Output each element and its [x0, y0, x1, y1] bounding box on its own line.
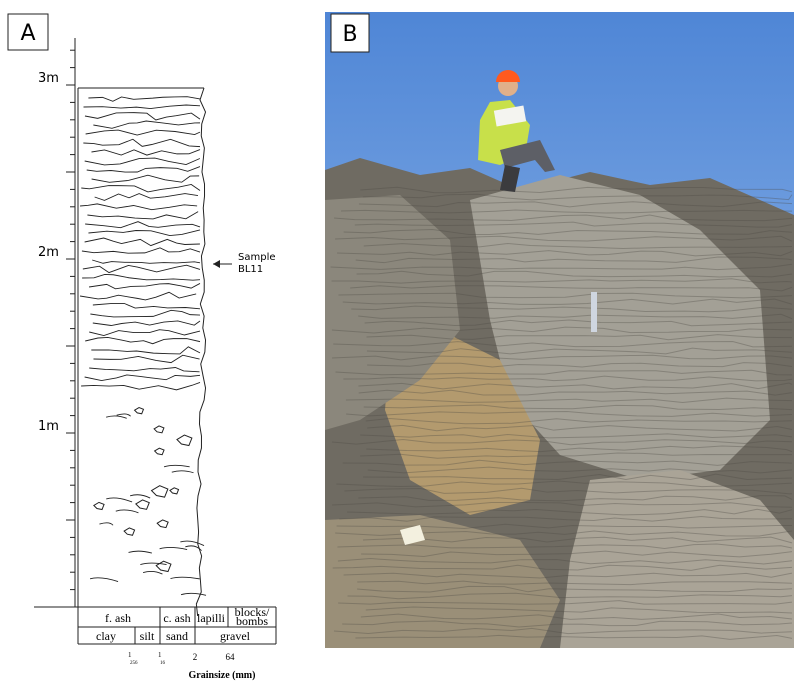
- lamination: [81, 382, 200, 389]
- lamination: [85, 337, 200, 343]
- grain-size: 64: [226, 652, 236, 662]
- clast: [177, 435, 192, 445]
- lamination: [85, 375, 200, 381]
- lamination: [88, 97, 200, 102]
- panel-label: A: [20, 21, 35, 46]
- hammer: [591, 292, 597, 332]
- dash: [171, 577, 200, 579]
- clast: [157, 520, 168, 528]
- grain-size-num: 1: [158, 651, 162, 659]
- dash: [143, 571, 162, 574]
- clast: [135, 408, 144, 414]
- clast: [170, 488, 179, 494]
- grain-class: gravel: [220, 629, 251, 643]
- dash: [90, 578, 118, 582]
- dash: [164, 465, 190, 467]
- log-column: [78, 88, 206, 616]
- lamination: [89, 330, 200, 336]
- grain-class: sand: [166, 629, 188, 643]
- grain-size-num: 1: [128, 651, 132, 659]
- lamination: [92, 260, 200, 263]
- lamination: [85, 113, 200, 120]
- arrow-head: [213, 260, 220, 268]
- grain-size-den: 256: [130, 661, 138, 666]
- dash: [140, 563, 166, 565]
- lamination: [88, 230, 200, 236]
- lamination: [95, 194, 198, 201]
- clast: [155, 448, 164, 455]
- lamination: [82, 274, 200, 280]
- grain-size-den: 16: [160, 661, 166, 666]
- clast: [136, 500, 149, 509]
- annotation: BL11: [238, 264, 263, 275]
- dash: [99, 523, 113, 525]
- dash: [181, 593, 206, 595]
- dash: [160, 547, 188, 549]
- dash: [172, 471, 194, 473]
- grain-class: clay: [96, 629, 116, 643]
- lamination: [87, 212, 198, 219]
- grain-size: 2: [193, 652, 198, 662]
- lamination: [80, 204, 197, 210]
- figure: A 3m 2m 1m Sample BL11 f. ash c. ash lap…: [0, 0, 794, 682]
- annotation: Sample: [238, 252, 276, 263]
- lamination: [89, 368, 199, 372]
- clast: [154, 426, 164, 433]
- photo-panel: B: [325, 12, 794, 648]
- depth-label: 2m: [38, 245, 59, 260]
- panel-label: B: [342, 22, 357, 47]
- lamination: [83, 265, 200, 272]
- lamination: [93, 321, 200, 326]
- lamination: [81, 184, 200, 191]
- lamination: [83, 105, 200, 109]
- lamination: [83, 139, 200, 146]
- clast: [94, 502, 104, 509]
- dash: [106, 498, 132, 502]
- lamination: [93, 303, 200, 308]
- dash: [116, 510, 139, 513]
- log-panel: A 3m 2m 1m Sample BL11 f. ash c. ash lap…: [8, 14, 276, 681]
- grain-class: c. ash: [163, 611, 190, 625]
- dash: [130, 495, 150, 498]
- lamination: [91, 150, 200, 156]
- depth-label: 3m: [38, 71, 59, 86]
- lamination: [87, 167, 200, 172]
- lamination: [91, 347, 200, 354]
- grain-class: bombs: [236, 614, 268, 628]
- lamination: [80, 292, 196, 300]
- lamination: [92, 175, 200, 182]
- dash: [180, 541, 204, 546]
- grain-class: lapilli: [197, 611, 226, 625]
- lamination: [93, 121, 200, 128]
- lamination: [85, 238, 200, 246]
- lamination: [86, 130, 200, 135]
- clast: [124, 528, 134, 535]
- lamination: [89, 283, 200, 288]
- dash: [106, 416, 127, 418]
- dash: [129, 551, 152, 553]
- lamination: [93, 355, 199, 362]
- grain-class: f. ash: [105, 611, 131, 625]
- clast: [156, 561, 171, 571]
- grain-class: silt: [140, 629, 155, 643]
- lamination: [90, 310, 200, 317]
- lamination: [85, 222, 200, 228]
- depth-ticks: [66, 50, 75, 607]
- depth-label: 1m: [38, 419, 59, 434]
- clast: [152, 486, 168, 497]
- lamination: [85, 158, 200, 165]
- lamination: [82, 248, 200, 253]
- axis-title: Grainsize (mm): [189, 670, 256, 681]
